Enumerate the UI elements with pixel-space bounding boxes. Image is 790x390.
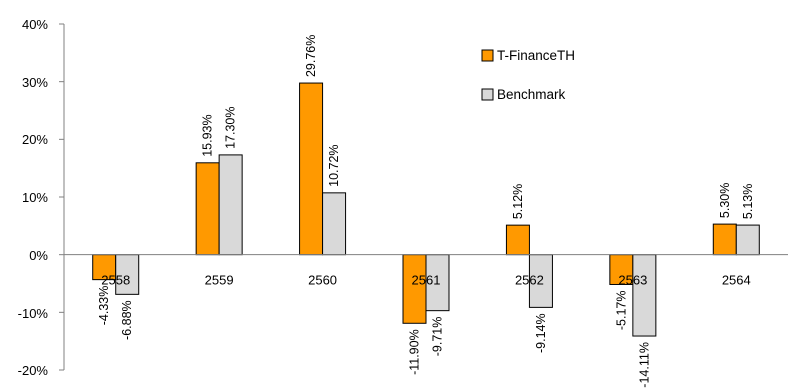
- category-label: 2559: [205, 273, 234, 288]
- bar-t-financeth-2560: [299, 82, 324, 256]
- y-tick-label: 0%: [29, 248, 48, 263]
- legend-swatch-benchmark: [481, 88, 494, 101]
- bar-benchmark-2560: [322, 192, 347, 256]
- category-label: 2564: [722, 273, 751, 288]
- data-label: 17.30%: [224, 106, 238, 148]
- bar-benchmark-2563: [632, 254, 657, 337]
- data-label: 5.12%: [511, 184, 525, 219]
- legend-label-benchmark: Benchmark: [497, 87, 566, 102]
- legend-swatch-t-financeth: [481, 49, 494, 62]
- y-tick-label: -20%: [18, 363, 49, 378]
- data-label: -9.14%: [534, 313, 548, 353]
- data-label: 5.30%: [718, 183, 732, 218]
- data-label: 5.13%: [741, 184, 755, 219]
- bar-t-financeth-2562: [505, 224, 530, 256]
- category-label: 2561: [412, 273, 441, 288]
- data-label: 15.93%: [201, 114, 215, 156]
- plot-area: 2558 2559 2560 2561 2562 2563 2564 -4.33% 15.93%…: [59, 23, 788, 388]
- legend-label-t-financeth: T-FinanceTH: [497, 48, 575, 63]
- data-label: -5.17%: [614, 290, 628, 330]
- data-label: 10.72%: [327, 144, 341, 186]
- y-tick-label: 40%: [22, 17, 48, 32]
- bar-benchmark-2559: [218, 154, 243, 256]
- legend: T-FinanceTH Benchmark: [481, 48, 575, 102]
- data-label: -4.33%: [97, 286, 111, 326]
- y-axis-ticks: 40% 30% 20% 10% 0% -10% -20%: [18, 17, 49, 378]
- category-label: 2558: [101, 273, 130, 288]
- category-label: 2562: [515, 273, 544, 288]
- bar-t-financeth-2564: [712, 223, 737, 256]
- y-tick-label: -10%: [18, 306, 49, 321]
- data-label: 29.76%: [304, 35, 318, 77]
- bar-t-financeth-2559: [195, 162, 220, 256]
- bar-t-financeth-2561: [402, 254, 427, 324]
- category-label: 2560: [308, 273, 337, 288]
- y-tick-label: 30%: [22, 75, 48, 90]
- data-label: -11.90%: [408, 329, 422, 375]
- y-tick-label: 20%: [22, 132, 48, 147]
- data-label: -6.88%: [120, 300, 134, 340]
- data-label: -14.11%: [637, 342, 651, 388]
- y-tick-label: 10%: [22, 190, 48, 205]
- bar-benchmark-2564: [735, 224, 760, 256]
- category-label: 2563: [618, 273, 647, 288]
- data-label: -9.71%: [431, 317, 445, 357]
